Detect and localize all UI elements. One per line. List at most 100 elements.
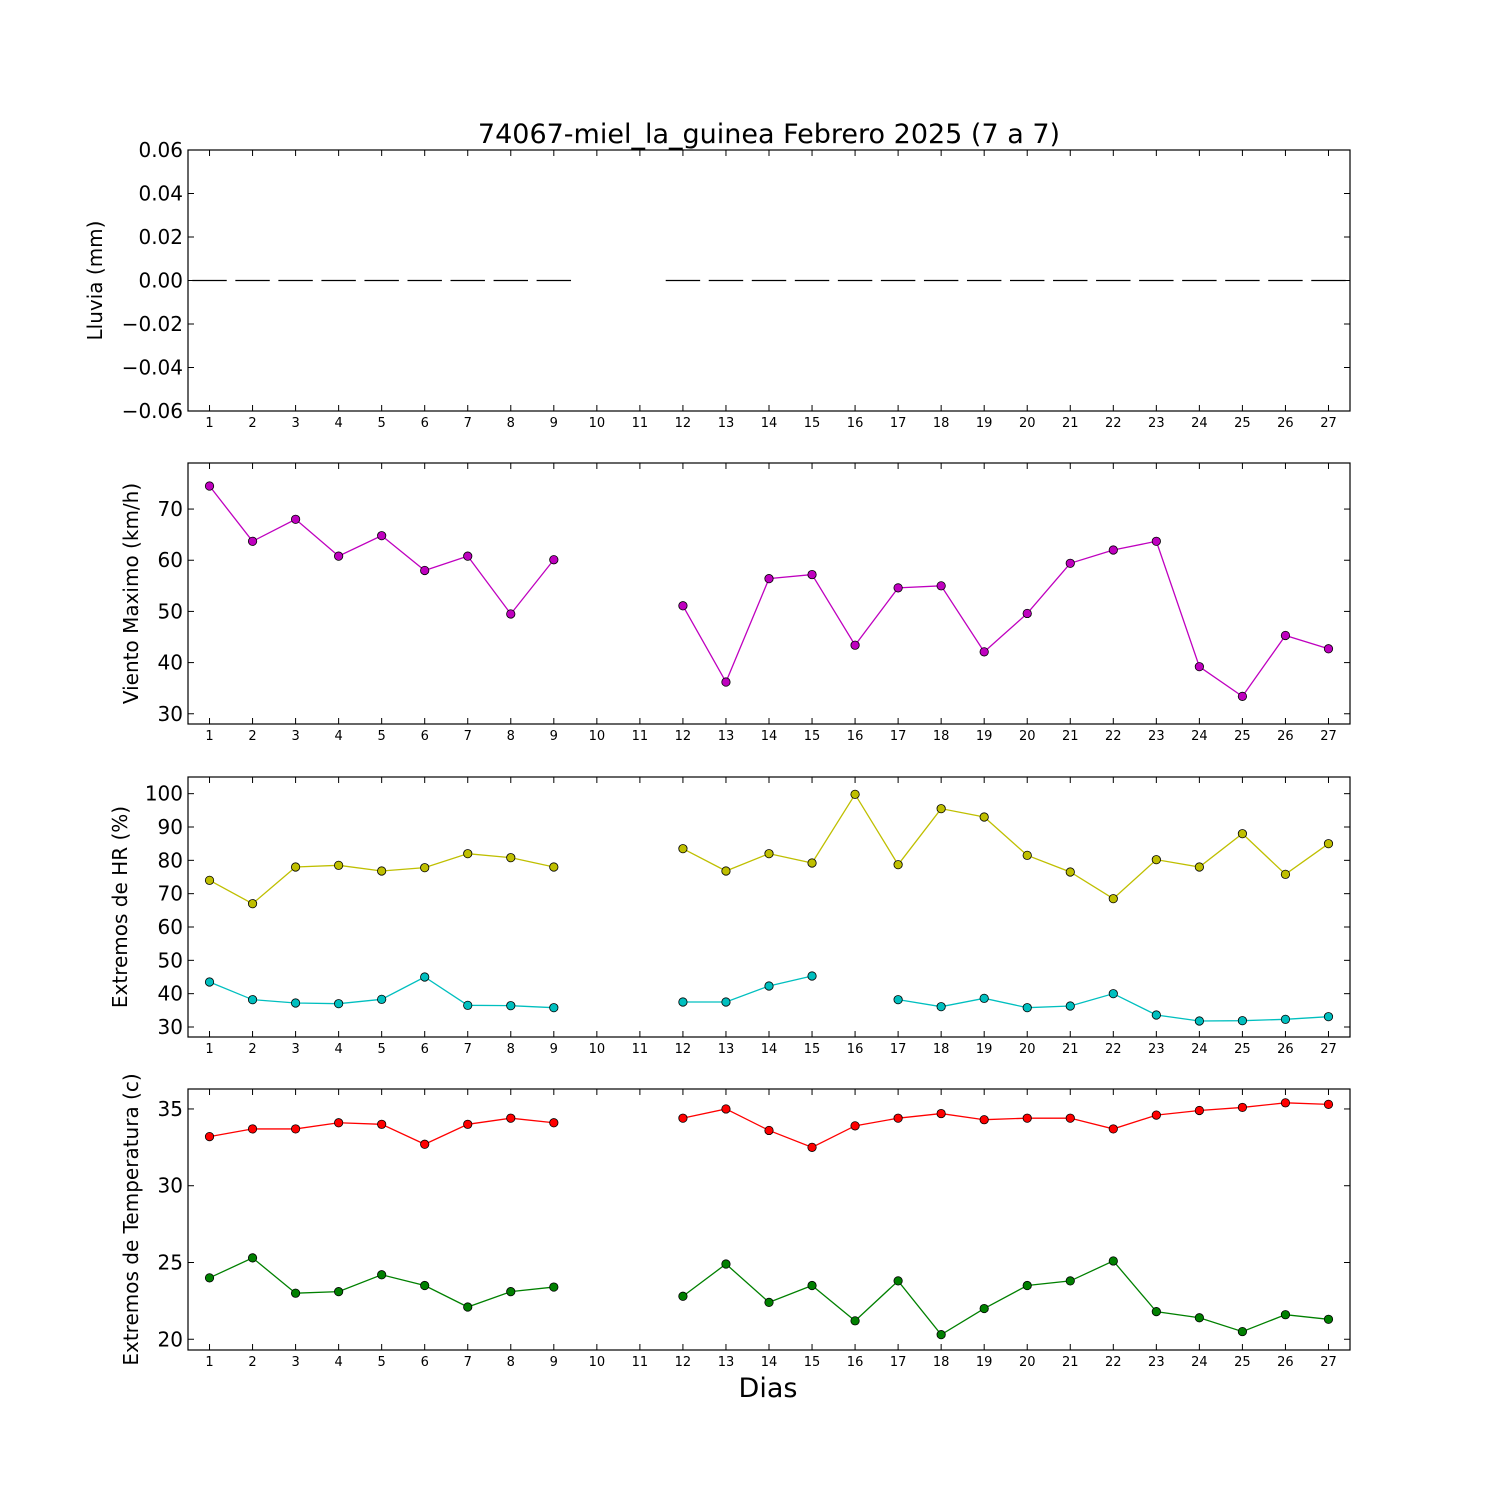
temperature-series-2-point — [979, 1303, 989, 1314]
wind-xtick-label: 8 — [507, 729, 515, 744]
humidity-series-1-point — [678, 844, 688, 854]
rain-xtick-label: 2 — [248, 416, 256, 431]
temperature-series-1-point — [204, 1131, 215, 1142]
temperature-series-2-point — [807, 1280, 817, 1291]
humidity-series-2-point — [1065, 1001, 1075, 1011]
wind-xtick-label: 12 — [675, 729, 692, 744]
humidity-series-1-point — [1237, 829, 1248, 839]
wind-xtick-label: 1 — [205, 729, 213, 744]
rain-xtick-label: 19 — [976, 416, 993, 431]
temperature-series-1-point — [1065, 1113, 1075, 1123]
temperature-series-1-point — [893, 1113, 903, 1123]
humidity-ytick-label: 30 — [158, 1015, 183, 1039]
rain-xtick-label: 8 — [507, 416, 515, 431]
rain-xtick-label: 25 — [1234, 416, 1251, 431]
humidity-series-2-point — [936, 1002, 946, 1012]
figure-title: 74067-miel_la_guinea Febrero 2025 (7 a 7… — [478, 119, 1060, 150]
temperature-xtick-label: 19 — [976, 1355, 993, 1370]
temperature-series-1-point — [678, 1113, 688, 1123]
temperature-series-1-point — [334, 1118, 344, 1128]
temperature-series-1-point — [1194, 1105, 1204, 1116]
humidity-series-1-point — [506, 853, 516, 863]
temperature-series-2-point — [1280, 1310, 1291, 1320]
wind-series-1-point — [463, 551, 473, 561]
humidity-series-2-point — [678, 997, 688, 1007]
temperature-series-2-point — [549, 1282, 559, 1292]
temperature-xtick-label: 14 — [761, 1355, 778, 1370]
humidity-xtick-label: 17 — [890, 1042, 907, 1057]
wind-series-1-point — [290, 514, 301, 524]
temperature-series-2-point — [1194, 1313, 1204, 1323]
temperature-xtick-label: 11 — [632, 1355, 649, 1370]
humidity-series-1-point — [290, 862, 301, 872]
rain-xtick-label: 17 — [890, 416, 907, 431]
humidity-xtick-label: 1 — [205, 1042, 213, 1057]
wind-series-1-point — [1323, 644, 1334, 654]
humidity-series-1-point — [807, 858, 817, 868]
wind-ytick-label: 40 — [158, 651, 183, 675]
temperature-series-2-point — [204, 1273, 215, 1283]
humidity-xtick-label: 6 — [421, 1042, 429, 1057]
humidity-ytick-label: 50 — [158, 948, 183, 972]
humidity-xtick-label: 4 — [334, 1042, 342, 1057]
temperature-xtick-label: 4 — [334, 1355, 342, 1370]
humidity-series-2-point — [204, 977, 215, 987]
humidity-xtick-label: 10 — [589, 1042, 606, 1057]
humidity-xtick-label: 18 — [933, 1042, 950, 1057]
humidity-series-1-line — [682, 793, 1329, 900]
temperature-series-1-point — [463, 1119, 473, 1129]
temperature-series-1-point — [247, 1124, 258, 1134]
rain-xtick-label: 5 — [378, 416, 386, 431]
humidity-series-2-point — [420, 972, 430, 982]
wind-xtick-label: 5 — [378, 729, 386, 744]
humidity-ytick-label: 80 — [158, 848, 183, 872]
temperature-series-2-point — [1022, 1280, 1032, 1291]
humidity-series-2-point — [290, 998, 301, 1008]
rain-xtick-label: 3 — [291, 416, 299, 431]
temperature-series-2-point — [1065, 1276, 1075, 1286]
temperature-xtick-label: 24 — [1191, 1355, 1208, 1370]
humidity-xtick-label: 13 — [718, 1042, 735, 1057]
temperature-ytick-label: 30 — [158, 1174, 183, 1198]
temperature-xtick-label: 6 — [421, 1355, 429, 1370]
wind-series-1-point — [764, 574, 774, 584]
temperature-series-1-point — [1022, 1113, 1032, 1123]
temperature-xtick-label: 2 — [248, 1355, 256, 1370]
humidity-series-2-point — [807, 971, 817, 981]
humidity-series-2-point — [463, 1000, 473, 1010]
humidity-series-2-line — [682, 975, 813, 1003]
temperature-xtick-label: 18 — [933, 1355, 950, 1370]
wind-series-1-point — [936, 581, 946, 591]
temperature-series-2-point — [506, 1287, 516, 1297]
temperature-y-axis-label: Extremos de Temperatura (c) — [119, 1073, 143, 1365]
temperature-series-1-point — [290, 1124, 301, 1134]
wind-series-1-point — [807, 569, 817, 580]
humidity-xtick-label: 3 — [291, 1042, 299, 1057]
humidity-series-1-point — [721, 866, 731, 876]
temperature-series-2-point — [893, 1276, 903, 1286]
humidity-xtick-label: 14 — [761, 1042, 778, 1057]
wind-xtick-label: 13 — [718, 729, 735, 744]
temperature-xtick-label: 8 — [507, 1355, 515, 1370]
humidity-series-1-point — [1194, 862, 1204, 872]
humidity-series-1-point — [204, 875, 215, 885]
temperature-series-2-point — [1237, 1326, 1248, 1337]
wind-series-1-point — [979, 647, 989, 657]
humidity-series-1-line — [209, 853, 554, 905]
humidity-series-2-point — [1194, 1016, 1204, 1026]
humidity-series-1-point — [764, 849, 774, 859]
wind-series-1-line — [682, 540, 1329, 698]
wind-series-1-point — [334, 551, 344, 561]
wind-xtick-label: 26 — [1277, 729, 1294, 744]
temperature-series-2-point — [850, 1316, 860, 1326]
humidity-series-1-point — [979, 812, 989, 822]
wind-series-1-point — [506, 609, 516, 619]
wind-series-1-point — [549, 555, 559, 565]
temperature-series-2-line — [209, 1257, 554, 1308]
rain-ytick-label: 0.02 — [138, 225, 183, 249]
rain-ytick-label: −0.04 — [122, 356, 183, 380]
humidity-xtick-label: 23 — [1148, 1042, 1165, 1057]
wind-xtick-label: 18 — [933, 729, 950, 744]
rain-xtick-label: 23 — [1148, 416, 1165, 431]
